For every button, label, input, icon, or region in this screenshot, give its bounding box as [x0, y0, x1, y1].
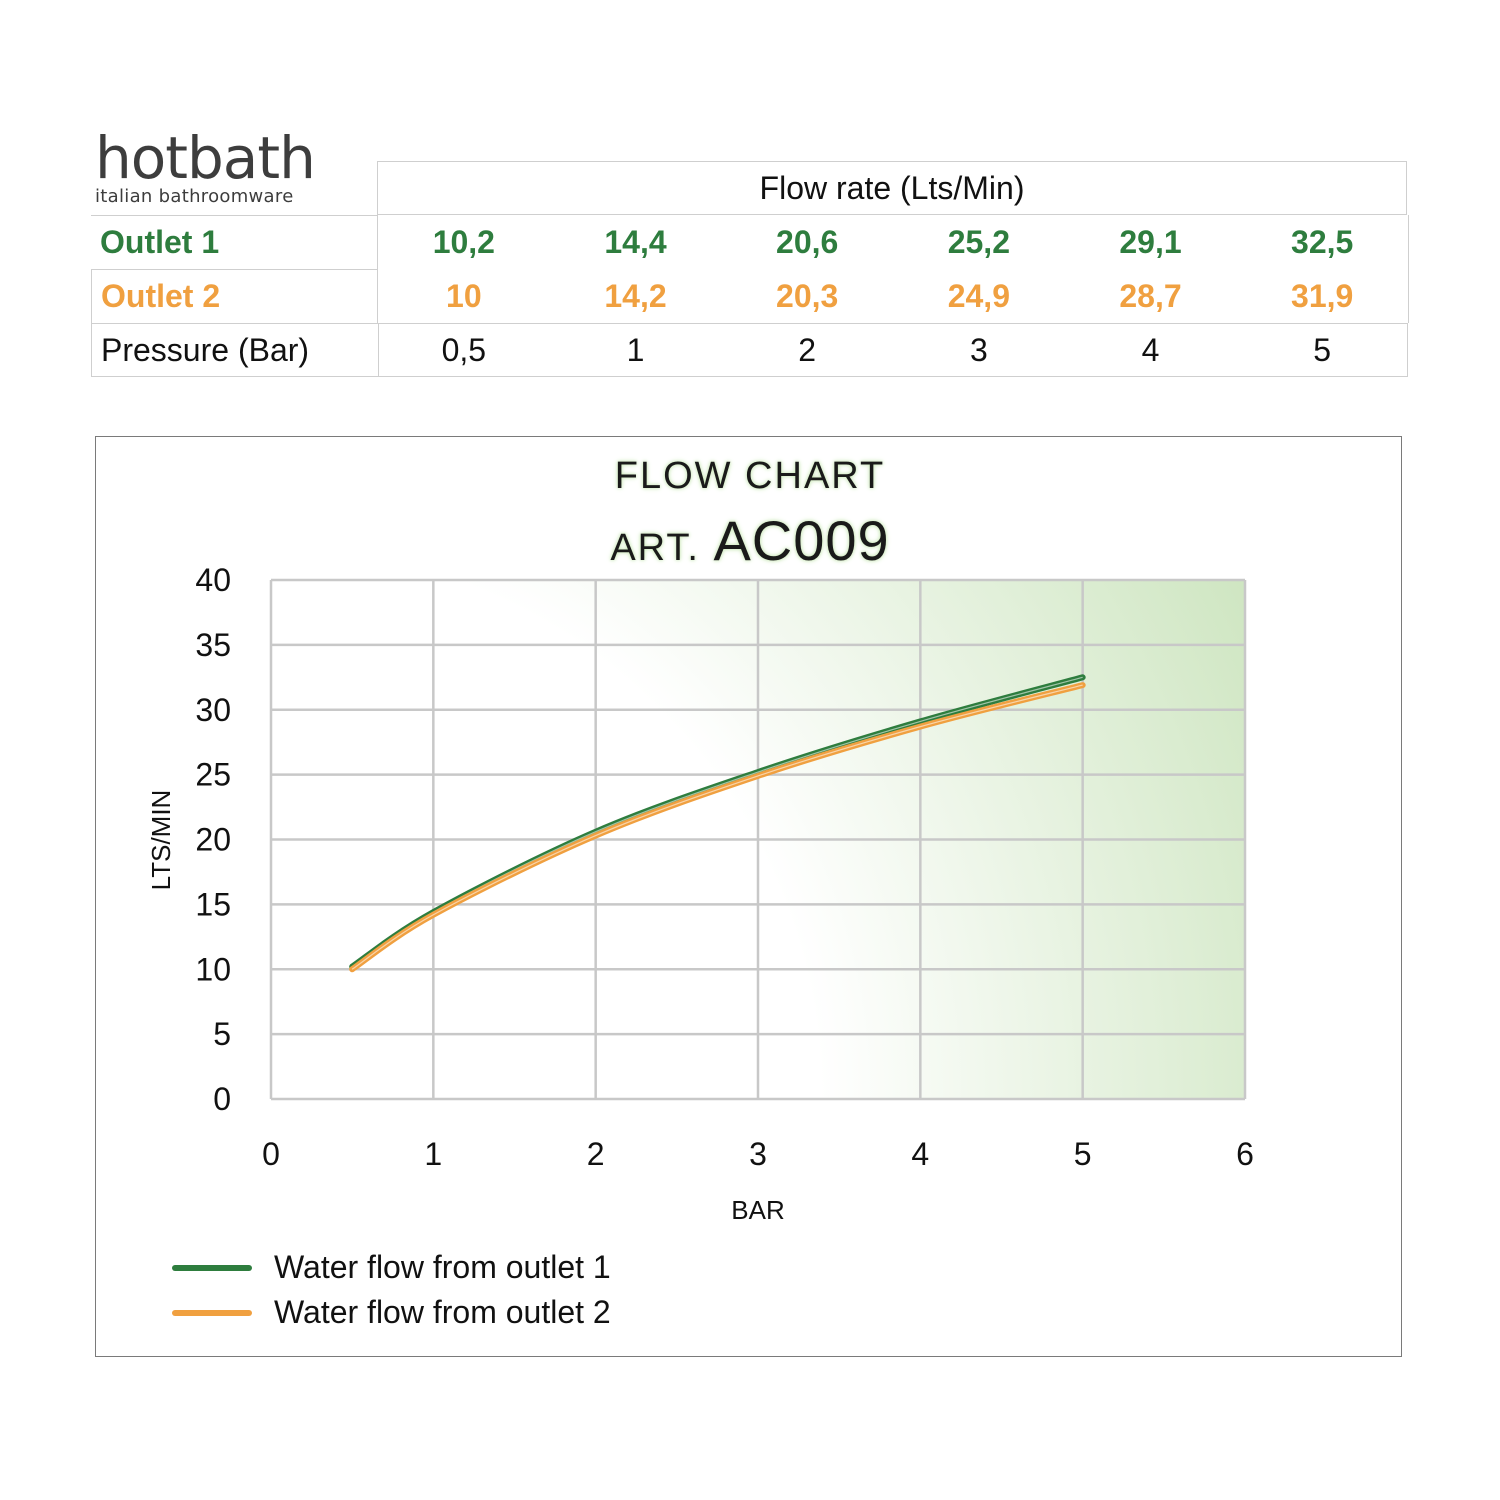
table-cell: 0,5: [441, 331, 487, 368]
table-cell: 5: [1313, 331, 1332, 368]
y-tick-label: 5: [213, 1016, 231, 1052]
chart-subtitle-code: AC009: [713, 509, 890, 572]
table-cell: 14,4: [604, 223, 667, 260]
table-cell: 31,9: [1291, 277, 1354, 314]
table-cell: 1: [626, 331, 645, 368]
row-values: 10 14,2 20,3 24,9 28,7 31,9: [378, 269, 1409, 323]
table-cell: 4: [1141, 331, 1160, 368]
table-cell: 2: [798, 331, 817, 368]
x-axis-title: BAR: [731, 1195, 784, 1225]
x-tick-label: 2: [587, 1136, 605, 1172]
legend-label: Water flow from outlet 1: [274, 1249, 611, 1285]
x-tick-label: 3: [749, 1136, 767, 1172]
table-cell: 14,2: [604, 277, 667, 314]
grid: [269, 578, 1247, 1101]
table-row-outlet-1: Outlet 1 10,2 14,4 20,6 25,2 29,1 32,5: [91, 215, 1409, 269]
legend-label: Water flow from outlet 2: [274, 1294, 611, 1330]
table-cell: 32,5: [1291, 223, 1354, 260]
table-cell: 10: [446, 277, 482, 314]
table-row-outlet-2: Outlet 2 10 14,2 20,3 24,9 28,7 31,9: [91, 269, 1409, 323]
legend-swatch: [172, 1309, 252, 1316]
table-cell: 24,9: [947, 277, 1010, 314]
y-tick-label: 0: [213, 1081, 231, 1117]
brand-name: hotbath: [95, 124, 316, 192]
table-cell: 20,3: [776, 277, 839, 314]
y-tick-label: 20: [195, 822, 231, 858]
table-header: Flow rate (Lts/Min): [377, 161, 1407, 215]
chart-subtitle: ART. AC009: [0, 508, 1500, 573]
flow-rate-table: Flow rate (Lts/Min) Outlet 1 10,2 14,4 2…: [91, 161, 1409, 379]
legend-swatch: [172, 1264, 252, 1271]
y-tick-label: 15: [195, 886, 231, 922]
y-tick-label: 40: [195, 562, 231, 598]
table-cell: 20,6: [776, 223, 839, 260]
legend-item-outlet-2: Water flow from outlet 2: [172, 1290, 611, 1335]
table-row-pressure: Pressure (Bar) 0,5 1 2 3 4 5: [91, 323, 1408, 377]
table-cell: 28,7: [1119, 277, 1182, 314]
table-cell: 29,1: [1119, 223, 1182, 260]
row-label: Outlet 1: [91, 215, 378, 269]
row-values: 10,2 14,4 20,6 25,2 29,1 32,5: [378, 215, 1409, 269]
brand-logo: hotbath italian bathroomware: [95, 128, 370, 207]
table-cell: 3: [969, 331, 988, 368]
y-tick-label: 30: [195, 692, 231, 728]
y-axis-title: LTS/MIN: [146, 790, 176, 891]
x-tick-label: 6: [1236, 1136, 1254, 1172]
row-label: Pressure (Bar): [92, 323, 379, 377]
series-group: [349, 674, 1086, 973]
row-values: 0,5 1 2 3 4 5: [378, 323, 1408, 377]
table-cell: 25,2: [947, 223, 1010, 260]
y-tick-label: 35: [195, 627, 231, 663]
table-cell: 10,2: [432, 223, 495, 260]
y-tick-label: 25: [195, 757, 231, 793]
x-tick-label: 5: [1074, 1136, 1092, 1172]
x-tick-label: 0: [262, 1136, 280, 1172]
series-highlight-outlet-2: [351, 684, 1083, 970]
legend-item-outlet-1: Water flow from outlet 1: [172, 1245, 611, 1290]
brand-tagline: italian bathroomware: [95, 186, 294, 207]
legend: Water flow from outlet 1 Water flow from…: [172, 1245, 611, 1335]
x-tick-label: 1: [424, 1136, 442, 1172]
chart-subtitle-prefix: ART.: [610, 527, 700, 569]
y-tick-label: 10: [195, 951, 231, 987]
x-tick-label: 4: [911, 1136, 929, 1172]
x-axis-ticks: 0 1 2 3 4 5 6: [262, 1136, 1254, 1172]
chart-title: FLOW CHART: [614, 455, 886, 497]
y-axis-ticks: 0 5 10 15 20 25 30 35 40: [195, 562, 231, 1117]
row-label: Outlet 2: [91, 269, 378, 323]
